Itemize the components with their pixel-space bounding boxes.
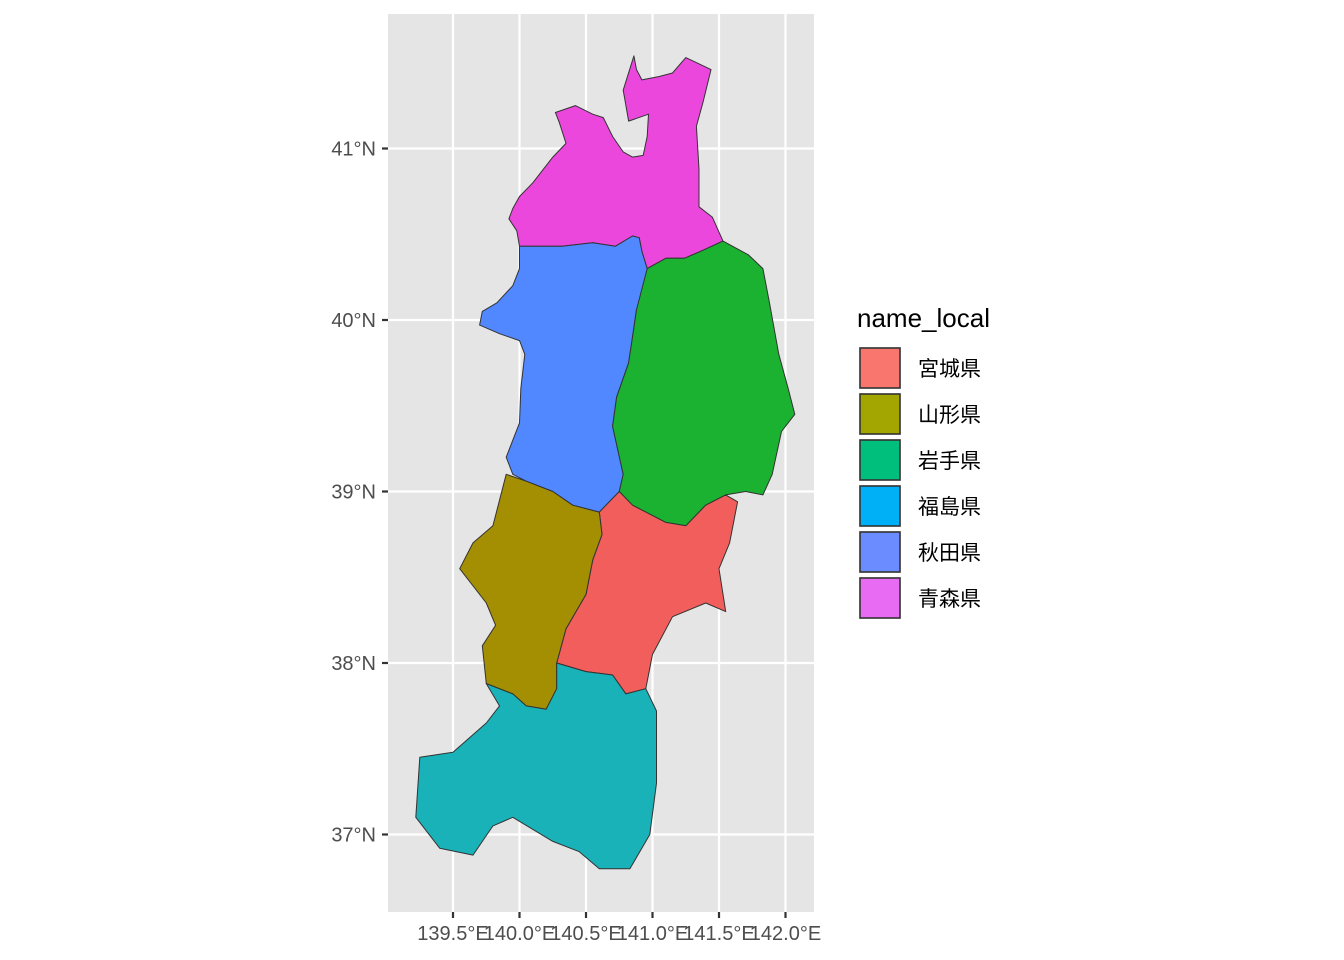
legend-key-swatch	[859, 531, 901, 573]
y-tick-label: 38°N	[331, 653, 376, 675]
legend-key-swatch	[859, 393, 901, 435]
legend-entry-label: 秋田県	[918, 541, 981, 565]
axes: 139.5°E140.0°E140.5°E141.0°E141.5°E142.0…	[331, 139, 821, 946]
x-tick-label: 140.0°E	[484, 923, 555, 945]
region-layer	[415, 55, 796, 870]
x-tick-label: 140.5°E	[550, 923, 621, 945]
legend-key-swatch	[859, 485, 901, 527]
legend-entry-label: 宮城県	[918, 357, 981, 381]
x-tick-label: 142.0°E	[750, 923, 821, 945]
legend-entry-label: 山形県	[918, 403, 981, 427]
y-tick-label: 39°N	[331, 482, 376, 504]
legend-entry-label: 青森県	[918, 587, 981, 611]
legend-entry-label: 福島県	[918, 495, 981, 519]
y-tick-label: 41°N	[331, 139, 376, 161]
region-3	[612, 240, 796, 527]
y-tick-label: 40°N	[331, 310, 376, 332]
region-6	[415, 662, 657, 870]
x-tick-label: 141.0°E	[617, 923, 688, 945]
legend-entry-label: 岩手県	[918, 449, 981, 473]
legend-key-swatch	[859, 577, 901, 619]
legend-key-swatch	[859, 439, 901, 481]
y-tick-label: 37°N	[331, 825, 376, 847]
x-tick-label: 139.5°E	[417, 923, 488, 945]
legend-key-swatch	[859, 347, 901, 389]
x-tick-label: 141.5°E	[683, 923, 754, 945]
legend-title: name_local	[857, 303, 990, 333]
